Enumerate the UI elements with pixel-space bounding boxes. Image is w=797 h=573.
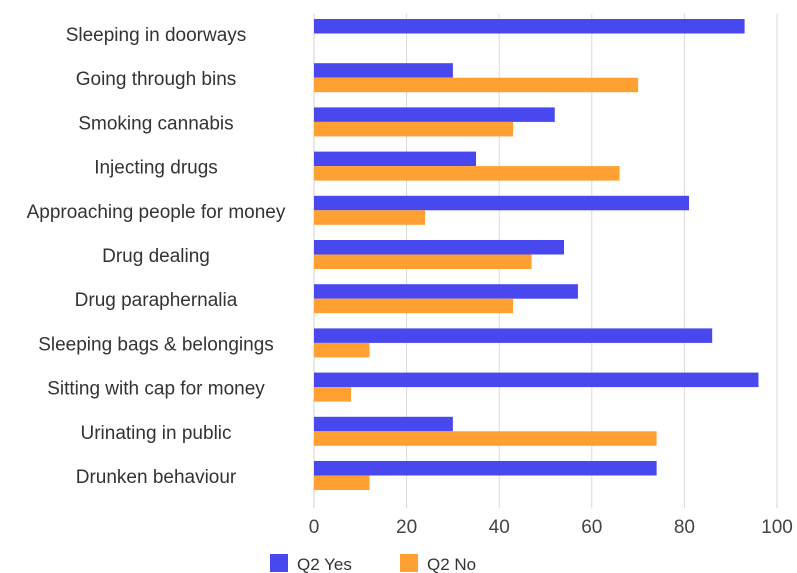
category-labels: Sleeping in doorways Going through bins Sm… bbox=[27, 25, 286, 488]
x-tick-label: 60 bbox=[581, 517, 602, 538]
x-tick-labels: 0 20 40 60 80 100 bbox=[309, 517, 793, 538]
bar-q2-no-drug-dealing bbox=[314, 254, 532, 269]
bar-q2-yes-injecting-drugs bbox=[314, 151, 477, 167]
bar-q2-no-sleeping-bags-belongings bbox=[314, 342, 370, 358]
category-label-urinating-in-public: Urinating in public bbox=[80, 423, 231, 444]
bar-q2-no-injecting-drugs bbox=[314, 166, 620, 181]
category-label-smoking-cannabis: Smoking cannabis bbox=[78, 113, 233, 134]
bars bbox=[314, 19, 759, 490]
bar-q2-yes-sleeping-bags-belongings bbox=[314, 328, 713, 343]
bar-q2-yes-drug-dealing bbox=[314, 240, 565, 255]
category-label-approaching-people-for-money: Approaching people for money bbox=[27, 202, 286, 223]
bar-q2-yes-sitting-with-cap-for-money bbox=[314, 372, 759, 388]
x-tick-label: 20 bbox=[396, 517, 417, 538]
legend-swatch-q2-no bbox=[400, 554, 418, 572]
bar-q2-no-drunken-behaviour bbox=[314, 475, 370, 490]
bar-q2-no-smoking-cannabis bbox=[314, 121, 514, 137]
category-label-sleeping-bags-belongings: Sleeping bags & belongings bbox=[38, 334, 274, 355]
bar-q2-yes-smoking-cannabis bbox=[314, 107, 555, 122]
legend-swatch-q2-yes bbox=[270, 554, 288, 572]
legend-label-q2-yes: Q2 Yes bbox=[297, 555, 352, 573]
bar-q2-yes-urinating-in-public bbox=[314, 416, 453, 432]
bar-q2-yes-going-through-bins bbox=[314, 63, 453, 78]
bar-q2-no-urinating-in-public bbox=[314, 431, 657, 446]
x-tick-label: 0 bbox=[309, 517, 320, 538]
legend: Q2 Yes Q2 No bbox=[270, 554, 476, 573]
bar-q2-yes-approaching-people-for-money bbox=[314, 195, 690, 211]
category-label-drug-paraphernalia: Drug paraphernalia bbox=[75, 290, 238, 311]
bar-q2-no-going-through-bins bbox=[314, 77, 639, 93]
legend-label-q2-no: Q2 No bbox=[427, 555, 476, 573]
category-label-sleeping-in-doorways: Sleeping in doorways bbox=[66, 25, 247, 46]
category-label-drug-dealing: Drug dealing bbox=[102, 246, 210, 267]
bar-q2-no-approaching-people-for-money bbox=[314, 210, 426, 225]
bar-q2-yes-drunken-behaviour bbox=[314, 461, 657, 476]
bar-q2-no-sitting-with-cap-for-money bbox=[314, 387, 352, 402]
bar-q2-no-drug-paraphernalia bbox=[314, 298, 514, 314]
category-label-sitting-with-cap-for-money: Sitting with cap for money bbox=[47, 379, 265, 400]
bar-q2-yes-sleeping-in-doorways bbox=[314, 19, 745, 34]
x-tick-label: 40 bbox=[489, 517, 510, 538]
x-tick-label: 80 bbox=[674, 517, 695, 538]
category-label-going-through-bins: Going through bins bbox=[76, 69, 237, 90]
category-label-drunken-behaviour: Drunken behaviour bbox=[76, 467, 237, 488]
category-label-injecting-drugs: Injecting drugs bbox=[94, 158, 218, 179]
bar-q2-yes-drug-paraphernalia bbox=[314, 284, 578, 299]
x-tick-label: 100 bbox=[761, 517, 793, 538]
